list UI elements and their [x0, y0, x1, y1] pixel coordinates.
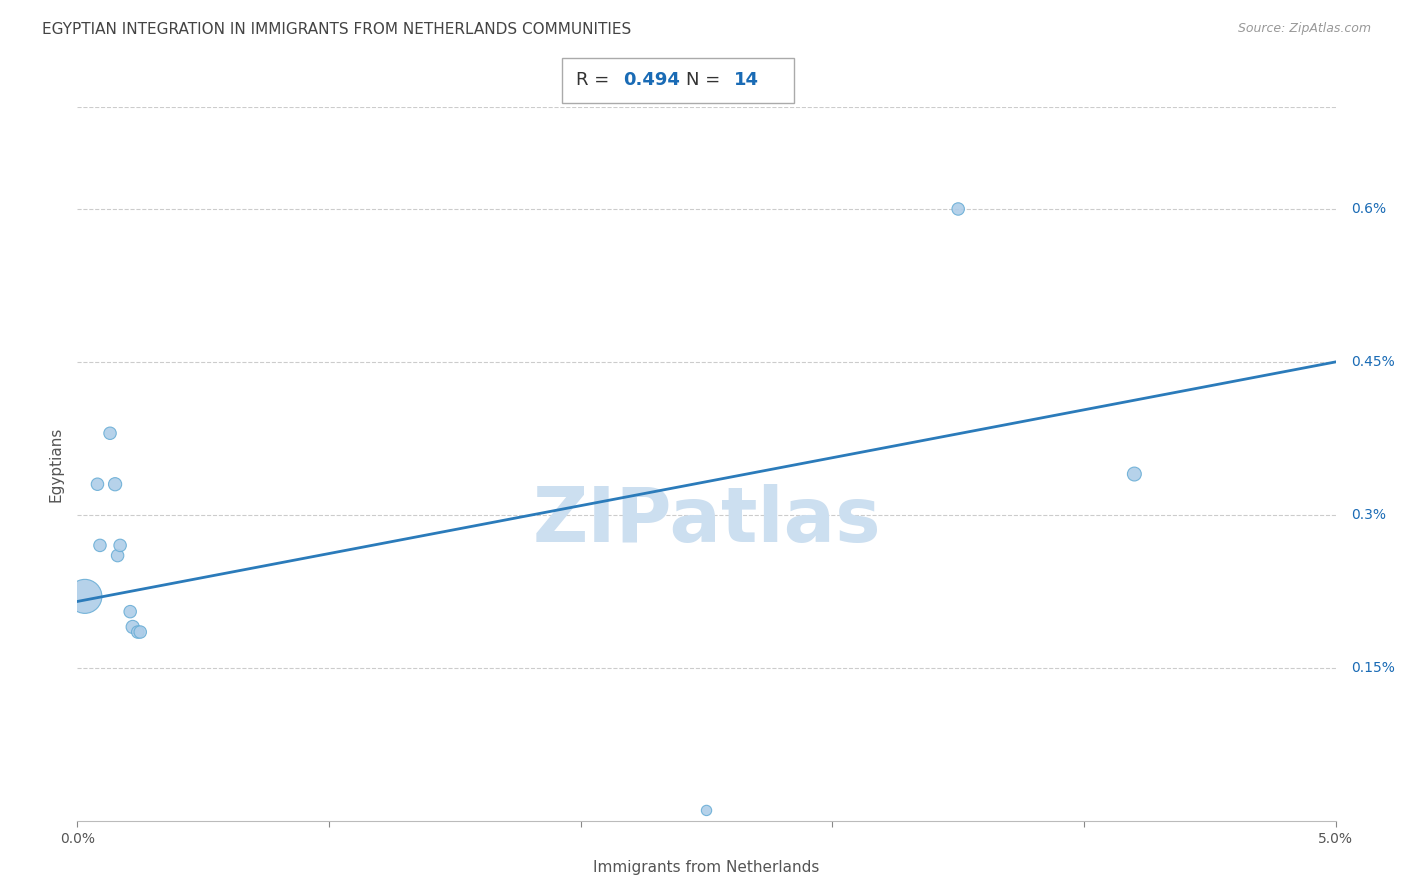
Text: Source: ZipAtlas.com: Source: ZipAtlas.com	[1237, 22, 1371, 36]
Point	[120, 605, 142, 619]
Text: N =: N =	[686, 71, 725, 89]
Point	[948, 202, 970, 216]
X-axis label: Immigrants from Netherlands: Immigrants from Netherlands	[593, 860, 820, 875]
Text: 0.494: 0.494	[623, 71, 679, 89]
Text: 0.45%: 0.45%	[1351, 355, 1395, 369]
Text: 0.3%: 0.3%	[1351, 508, 1386, 522]
Text: 14: 14	[734, 71, 759, 89]
Point	[73, 590, 96, 604]
Point	[129, 625, 152, 640]
Text: 0.15%: 0.15%	[1351, 661, 1395, 674]
Y-axis label: Egyptians: Egyptians	[48, 426, 63, 501]
Text: EGYPTIAN INTEGRATION IN IMMIGRANTS FROM NETHERLANDS COMMUNITIES: EGYPTIAN INTEGRATION IN IMMIGRANTS FROM …	[42, 22, 631, 37]
Point	[121, 620, 143, 634]
Point	[104, 477, 127, 491]
Point	[107, 549, 129, 563]
Point	[98, 426, 121, 441]
Point	[86, 477, 108, 491]
Text: 0.6%: 0.6%	[1351, 202, 1386, 216]
Point	[1123, 467, 1146, 481]
Point	[108, 538, 131, 552]
Point	[696, 804, 718, 818]
Point	[89, 538, 111, 552]
Point	[127, 625, 149, 640]
Text: ZIPatlas: ZIPatlas	[533, 484, 880, 558]
Text: R =: R =	[576, 71, 616, 89]
